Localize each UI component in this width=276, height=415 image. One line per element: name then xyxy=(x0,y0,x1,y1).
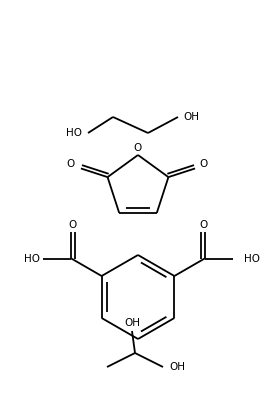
Text: OH: OH xyxy=(183,112,199,122)
Text: HO: HO xyxy=(24,254,40,264)
Text: HO: HO xyxy=(244,254,260,264)
Text: O: O xyxy=(66,159,75,169)
Text: OH: OH xyxy=(169,362,185,372)
Text: O: O xyxy=(200,159,208,169)
Text: OH: OH xyxy=(124,318,140,328)
Text: O: O xyxy=(134,143,142,153)
Text: HO: HO xyxy=(66,128,82,138)
Text: O: O xyxy=(200,220,208,229)
Text: O: O xyxy=(68,220,76,229)
